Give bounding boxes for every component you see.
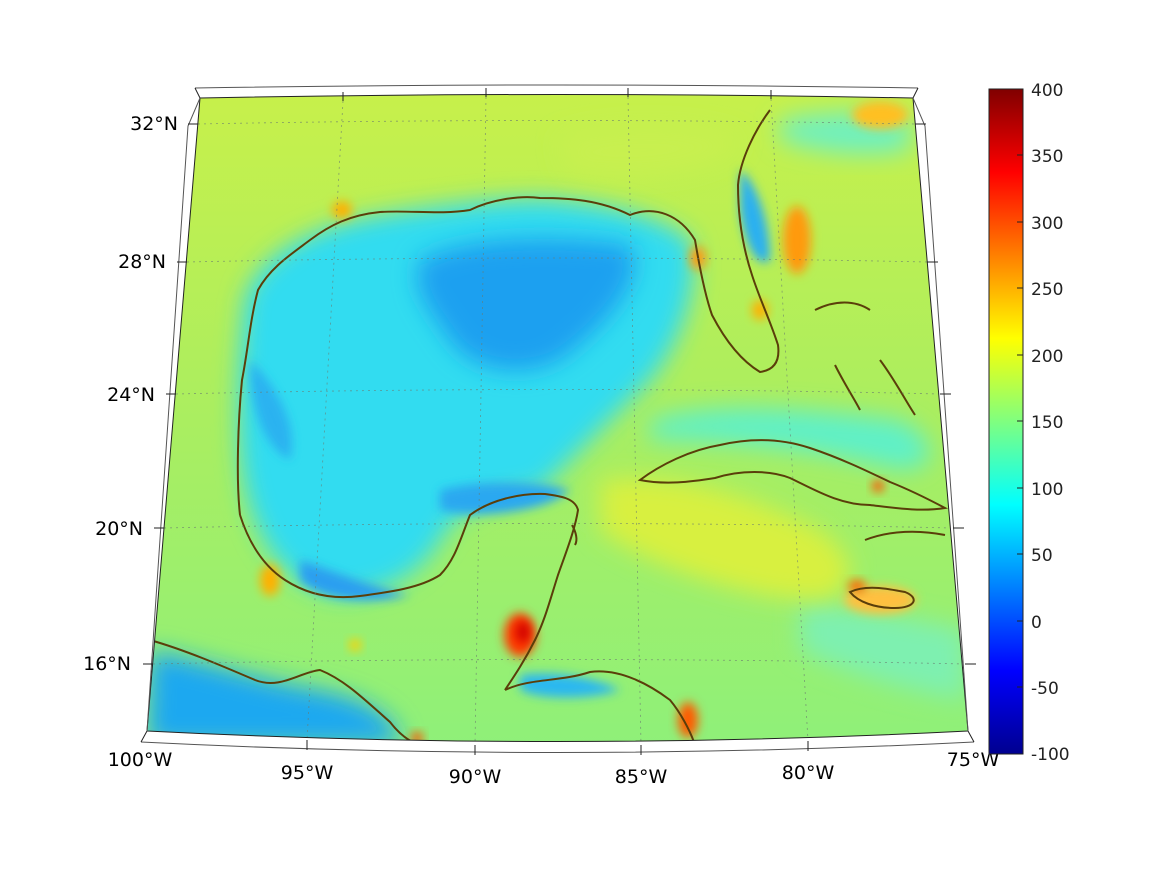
colorbar-label-200: 200 [1031, 347, 1063, 367]
map-frame [140, 84, 976, 755]
graticule [152, 96, 966, 742]
lon-label-95: 95°W [281, 762, 334, 784]
coast-yucatan-east [571, 524, 578, 546]
meridian-85 [627, 96, 642, 742]
lat-label-24: 24°N [107, 384, 155, 406]
colorbar-label-0: 0 [1031, 613, 1042, 633]
colorbar-label-150: 150 [1031, 413, 1063, 433]
colorbar-label-100: 100 [1031, 480, 1063, 500]
lon-label-90: 90°W [449, 766, 502, 788]
colorbar: 400 350 300 250 200 150 100 50 0 -50 -10… [988, 81, 1070, 765]
coast-hispaniola [864, 530, 946, 541]
lon-label-100: 100°W [108, 749, 173, 771]
lat-label-16: 16°N [83, 653, 131, 675]
colorbar-label-m50: -50 [1031, 679, 1059, 699]
lon-labels: 100°W 95°W 90°W 85°W 80°W 75°W [108, 749, 1000, 788]
colorbar-label-m100: -100 [1031, 745, 1070, 765]
coast-mexico-yucatan [239, 492, 580, 691]
colorbar-label-400: 400 [1031, 81, 1063, 101]
lon-label-85: 85°W [615, 766, 668, 788]
meridian-80 [770, 98, 809, 742]
colorbar-ticks [1017, 154, 1023, 688]
coast-bahamas [814, 301, 916, 416]
colorbar-label-50: 50 [1031, 546, 1053, 566]
data-field [147, 94, 968, 742]
coastlines [149, 109, 949, 742]
colorbar-label-350: 350 [1031, 147, 1063, 167]
colorbar-labels: 400 350 300 250 200 150 100 50 0 -50 -10… [1031, 81, 1070, 765]
coast-gulf-north [236, 109, 780, 516]
colorbar-label-300: 300 [1031, 214, 1063, 234]
lon-label-75: 75°W [947, 749, 1000, 771]
meridian-90 [474, 96, 487, 742]
lat-label-32: 32°N [130, 113, 178, 135]
colorbar-label-250: 250 [1031, 280, 1063, 300]
coast-cuba [637, 439, 949, 511]
coast-honduras [504, 670, 696, 742]
parallel-24 [175, 389, 941, 395]
lat-label-28: 28°N [118, 251, 166, 273]
lat-label-20: 20°N [95, 518, 143, 540]
lon-label-80: 80°W [782, 762, 835, 784]
lat-labels: 32°N 28°N 24°N 20°N 16°N [83, 113, 178, 675]
coast-jamaica [848, 586, 915, 610]
